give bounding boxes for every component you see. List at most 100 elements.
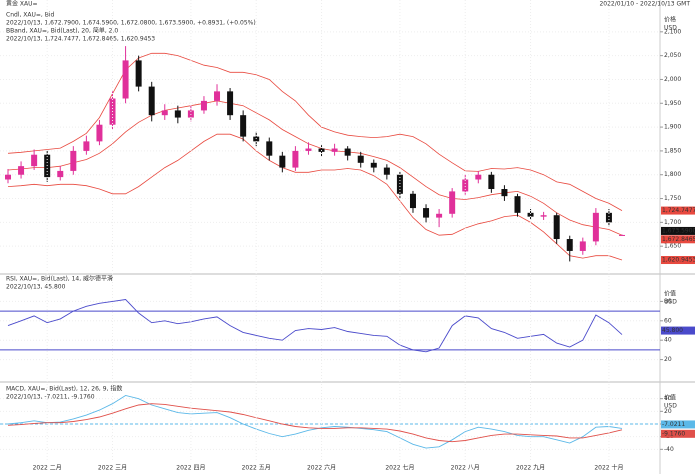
candle-body bbox=[619, 234, 625, 236]
candle-body bbox=[148, 86, 155, 116]
candle-body bbox=[70, 150, 77, 171]
value-label-bg bbox=[661, 206, 695, 215]
series-info: 2022/10/13, 1,724.7477, 1,672.8465, 1,62… bbox=[6, 36, 155, 43]
band-line bbox=[7, 133, 623, 261]
y-tick-label: 1,650 bbox=[664, 243, 681, 250]
value-label: 1,672.8465 bbox=[662, 236, 695, 243]
candle-body bbox=[331, 148, 338, 152]
series-info: 2022/10/13, 1,672.7900, 1,674.5900, 1,67… bbox=[6, 20, 256, 27]
candle-body bbox=[187, 110, 194, 118]
y-tick-label: -40 bbox=[664, 446, 674, 453]
y-axis-unit: USD bbox=[664, 25, 677, 32]
candle-body bbox=[214, 91, 221, 101]
value-label: 45.800 bbox=[662, 327, 683, 334]
candle-body bbox=[501, 189, 508, 197]
chart-title: 黄金 XAU= bbox=[6, 0, 38, 8]
y-axis-title: 价值 bbox=[664, 290, 676, 298]
y-tick-label: 1,750 bbox=[664, 195, 681, 202]
series-info: 2022/10/13, 45.800 bbox=[6, 284, 66, 291]
y-tick-label: 1,900 bbox=[664, 124, 681, 131]
candle-body bbox=[579, 241, 586, 251]
series-line bbox=[7, 299, 623, 353]
candle-body bbox=[266, 141, 273, 156]
value-label: 1,620.9453 bbox=[662, 257, 695, 264]
band-line bbox=[7, 100, 623, 236]
candle-body bbox=[135, 60, 142, 87]
y-tick-label: 2,000 bbox=[664, 76, 681, 83]
series-line bbox=[7, 395, 623, 449]
candle-body bbox=[514, 196, 521, 213]
y-tick-label: 80 bbox=[664, 298, 672, 305]
y-tick-label: 20 bbox=[664, 408, 672, 415]
candle-body bbox=[409, 193, 416, 209]
value-label-bg bbox=[661, 235, 695, 244]
candle-body bbox=[305, 148, 312, 151]
series-name: MACD, XAU=, Bid(Last), 12, 26, 9, 指数 bbox=[6, 385, 122, 393]
value-label-bg bbox=[661, 326, 695, 335]
date-range: 2022/01/10 - 2022/10/13 GMT bbox=[599, 1, 690, 8]
candle-body bbox=[462, 179, 469, 192]
candle-body bbox=[436, 213, 443, 218]
y-tick-label: 40 bbox=[664, 395, 672, 402]
value-label: 1,724.7477 bbox=[662, 207, 695, 214]
x-tick-label: 2022 六月 bbox=[307, 464, 336, 472]
band-line bbox=[7, 52, 623, 211]
candle-body bbox=[83, 141, 90, 151]
value-label-bg bbox=[661, 420, 695, 429]
candle-body bbox=[423, 208, 430, 218]
x-tick-label: 2022 五月 bbox=[242, 465, 271, 472]
candle-body bbox=[174, 110, 181, 118]
series-name: Cndl, XAU=, Bid bbox=[6, 12, 55, 19]
candle-body bbox=[200, 100, 207, 111]
candle-body bbox=[31, 154, 38, 167]
y-tick-label: 1,850 bbox=[664, 147, 681, 154]
candle-body bbox=[527, 212, 534, 217]
y-tick-label: 20 bbox=[664, 356, 672, 363]
candle-body bbox=[122, 60, 129, 99]
candle-body bbox=[161, 110, 168, 116]
candle-body bbox=[279, 155, 286, 168]
candle-body bbox=[605, 212, 612, 223]
candle-body bbox=[96, 124, 103, 142]
candle-body bbox=[475, 174, 482, 180]
value-label: -7.0211 bbox=[662, 421, 685, 428]
candle-body bbox=[396, 174, 403, 194]
x-tick-label: 2022 十月 bbox=[594, 464, 623, 472]
candle-body bbox=[240, 115, 247, 137]
y-tick-label: 40 bbox=[664, 337, 672, 344]
candle-body bbox=[488, 174, 495, 190]
candle-body bbox=[383, 167, 390, 175]
y-tick-label: 1,800 bbox=[664, 171, 681, 178]
series-info: 2022/10/13, -7.0211, -9.1760 bbox=[6, 394, 95, 401]
y-axis-unit: USD bbox=[664, 299, 677, 306]
candle-body bbox=[540, 215, 547, 217]
candle-body bbox=[370, 162, 377, 168]
value-label-bg bbox=[661, 429, 695, 438]
y-axis-title: 价格 bbox=[664, 16, 676, 24]
candle-body bbox=[553, 215, 560, 240]
candle-body bbox=[227, 91, 234, 116]
candle-body bbox=[57, 170, 64, 178]
y-axis-unit: USD bbox=[664, 403, 677, 410]
y-tick-label: 1,700 bbox=[664, 219, 681, 226]
x-tick-label: 2022 四月 bbox=[176, 465, 205, 472]
x-tick-label: 2022 九月 bbox=[516, 464, 545, 472]
candle-body bbox=[5, 174, 11, 180]
candle-body bbox=[344, 148, 351, 156]
y-axis-title: 价值 bbox=[664, 394, 676, 402]
candle-body bbox=[449, 191, 456, 214]
x-tick-label: 2022 七月 bbox=[385, 464, 414, 472]
candle-body bbox=[592, 212, 599, 242]
x-tick-label: 2022 三月 bbox=[98, 465, 127, 472]
candle-body bbox=[566, 239, 573, 251]
y-tick-label: 2,050 bbox=[664, 52, 681, 59]
value-label: 1,673.5900 bbox=[662, 227, 695, 234]
series-line bbox=[7, 403, 623, 443]
candle-body bbox=[357, 155, 364, 163]
y-tick-label: 2,100 bbox=[664, 28, 681, 35]
candle-body bbox=[292, 150, 299, 168]
x-tick-label: 2022 二月 bbox=[33, 465, 62, 472]
value-label-bg bbox=[661, 226, 695, 235]
